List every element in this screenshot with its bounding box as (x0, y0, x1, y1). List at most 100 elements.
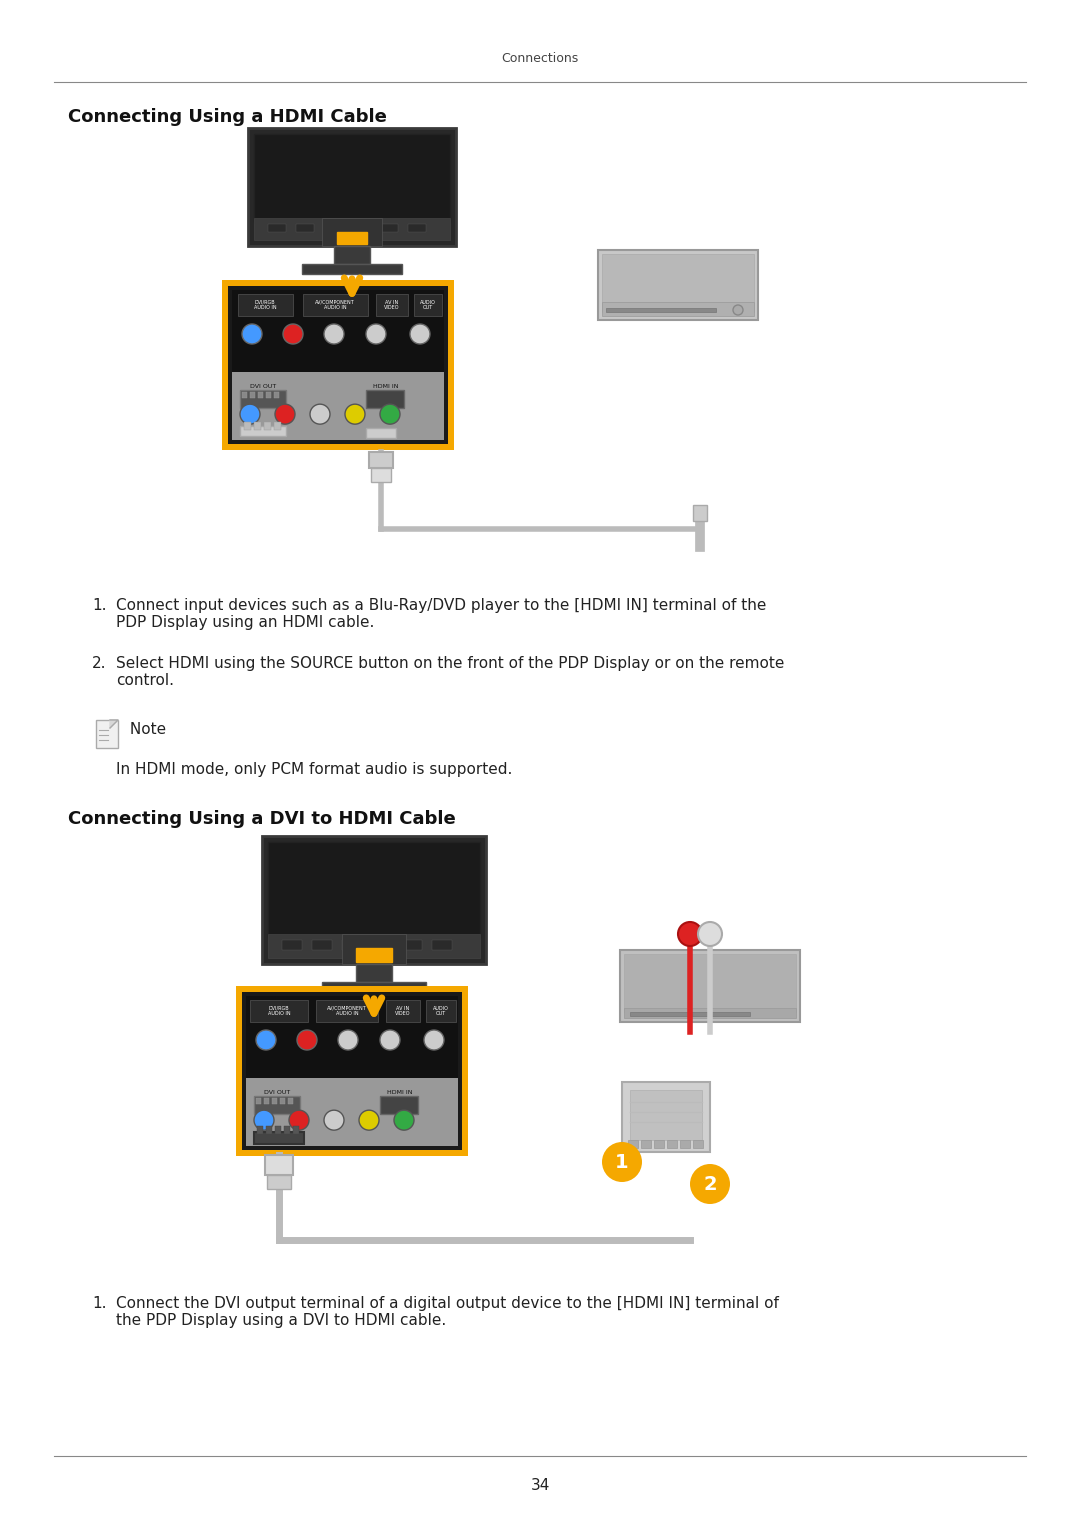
Bar (275, 1125, 281, 1135)
Bar (598, 250, 758, 321)
Bar (680, 1141, 690, 1148)
Circle shape (394, 1110, 414, 1130)
Bar (254, 218, 450, 240)
Circle shape (698, 922, 723, 947)
Bar (366, 391, 404, 408)
Bar (232, 290, 444, 373)
Circle shape (359, 1110, 379, 1130)
Bar (432, 941, 453, 950)
Circle shape (424, 1031, 444, 1051)
Bar (337, 232, 367, 244)
Bar (302, 264, 402, 273)
Circle shape (283, 324, 303, 344)
Circle shape (410, 324, 430, 344)
Text: AUDIO
OUT: AUDIO OUT (433, 1006, 449, 1017)
Bar (242, 993, 462, 1150)
Bar (232, 373, 444, 440)
Bar (288, 1098, 293, 1104)
Text: AV IN
VIDEO: AV IN VIDEO (384, 299, 400, 310)
Bar (254, 134, 450, 221)
Bar (376, 295, 408, 316)
Bar (693, 1141, 703, 1148)
Text: DVI/RGB
AUDIO IN: DVI/RGB AUDIO IN (254, 299, 276, 310)
Circle shape (678, 922, 702, 947)
Bar (257, 1125, 264, 1135)
Text: Connect the DVI output terminal of a digital output device to the [HDMI IN] term: Connect the DVI output terminal of a dig… (116, 1296, 779, 1328)
Circle shape (254, 1110, 274, 1130)
Circle shape (602, 1142, 642, 1182)
Circle shape (366, 324, 386, 344)
Bar (248, 128, 456, 246)
Bar (237, 986, 468, 1156)
Bar (352, 224, 370, 232)
Bar (380, 224, 399, 232)
Bar (240, 391, 286, 408)
Bar (274, 421, 281, 431)
Bar (372, 467, 391, 483)
Bar (262, 835, 486, 964)
Bar (602, 302, 754, 316)
Bar (402, 941, 422, 950)
Bar (268, 224, 286, 232)
Bar (274, 392, 279, 399)
Bar (265, 1154, 293, 1174)
Text: Connections: Connections (501, 52, 579, 64)
Circle shape (380, 405, 400, 425)
Text: 2.: 2. (92, 657, 107, 670)
Text: In HDMI mode, only PCM format audio is supported.: In HDMI mode, only PCM format audio is s… (116, 762, 512, 777)
Bar (627, 1141, 638, 1148)
Bar (254, 1096, 300, 1115)
Bar (264, 421, 271, 431)
Text: 2: 2 (703, 1174, 717, 1194)
Bar (622, 1083, 710, 1151)
Polygon shape (110, 721, 118, 728)
Bar (380, 1096, 418, 1115)
Bar (630, 1012, 750, 1015)
Bar (366, 428, 396, 438)
Text: Connect input devices such as a Blu-Ray/DVD player to the [HDMI IN] terminal of : Connect input devices such as a Blu-Ray/… (116, 599, 767, 631)
Bar (222, 279, 454, 450)
Text: Note: Note (125, 722, 166, 738)
Circle shape (289, 1110, 309, 1130)
Text: DVI/RGB
AUDIO IN: DVI/RGB AUDIO IN (268, 1006, 291, 1017)
Circle shape (324, 324, 345, 344)
Text: AV/COMPONENT
AUDIO IN: AV/COMPONENT AUDIO IN (315, 299, 355, 310)
Bar (244, 421, 251, 431)
Bar (280, 1098, 285, 1104)
Bar (356, 964, 392, 982)
Bar (267, 1174, 291, 1190)
Text: Select HDMI using the SOURCE button on the front of the PDP Display or on the re: Select HDMI using the SOURCE button on t… (116, 657, 784, 689)
Bar (624, 1008, 796, 1019)
Circle shape (275, 405, 295, 425)
Bar (282, 941, 302, 950)
Bar (240, 426, 286, 437)
Bar (426, 1000, 456, 1022)
Bar (322, 218, 382, 246)
Bar (342, 935, 406, 964)
Bar (356, 948, 392, 962)
Text: DVI OUT: DVI OUT (264, 1090, 291, 1095)
Bar (303, 295, 368, 316)
Bar (667, 1141, 677, 1148)
Text: 34: 34 (530, 1478, 550, 1493)
Bar (246, 1078, 458, 1145)
Text: HDMI IN: HDMI IN (374, 383, 399, 389)
Bar (266, 392, 271, 399)
Circle shape (345, 405, 365, 425)
Circle shape (297, 1031, 318, 1051)
Bar (334, 246, 370, 264)
Circle shape (240, 405, 260, 425)
Bar (414, 295, 442, 316)
Text: Connecting Using a HDMI Cable: Connecting Using a HDMI Cable (68, 108, 387, 127)
Bar (342, 941, 362, 950)
Text: 1.: 1. (92, 1296, 107, 1312)
Bar (264, 1098, 269, 1104)
Circle shape (256, 1031, 276, 1051)
Bar (249, 392, 255, 399)
Text: DVI OUT: DVI OUT (249, 383, 276, 389)
Bar (624, 954, 796, 1012)
Circle shape (380, 1031, 400, 1051)
Bar (324, 224, 342, 232)
Circle shape (690, 1164, 730, 1203)
Bar (408, 224, 426, 232)
